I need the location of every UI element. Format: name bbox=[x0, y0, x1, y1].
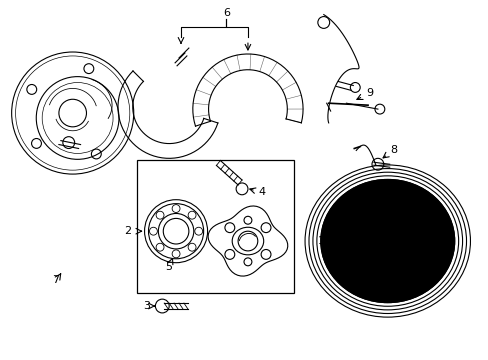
Text: 6: 6 bbox=[223, 8, 229, 18]
Text: 4: 4 bbox=[258, 187, 265, 197]
Text: 7: 7 bbox=[52, 275, 60, 285]
Text: 1: 1 bbox=[318, 236, 325, 246]
Text: 5: 5 bbox=[165, 262, 172, 272]
Ellipse shape bbox=[320, 179, 454, 303]
Text: 3: 3 bbox=[143, 301, 150, 311]
Bar bbox=[137, 160, 294, 293]
Text: 2: 2 bbox=[124, 226, 131, 236]
Text: 9: 9 bbox=[366, 88, 373, 98]
Text: 8: 8 bbox=[389, 145, 396, 156]
Polygon shape bbox=[208, 206, 287, 276]
